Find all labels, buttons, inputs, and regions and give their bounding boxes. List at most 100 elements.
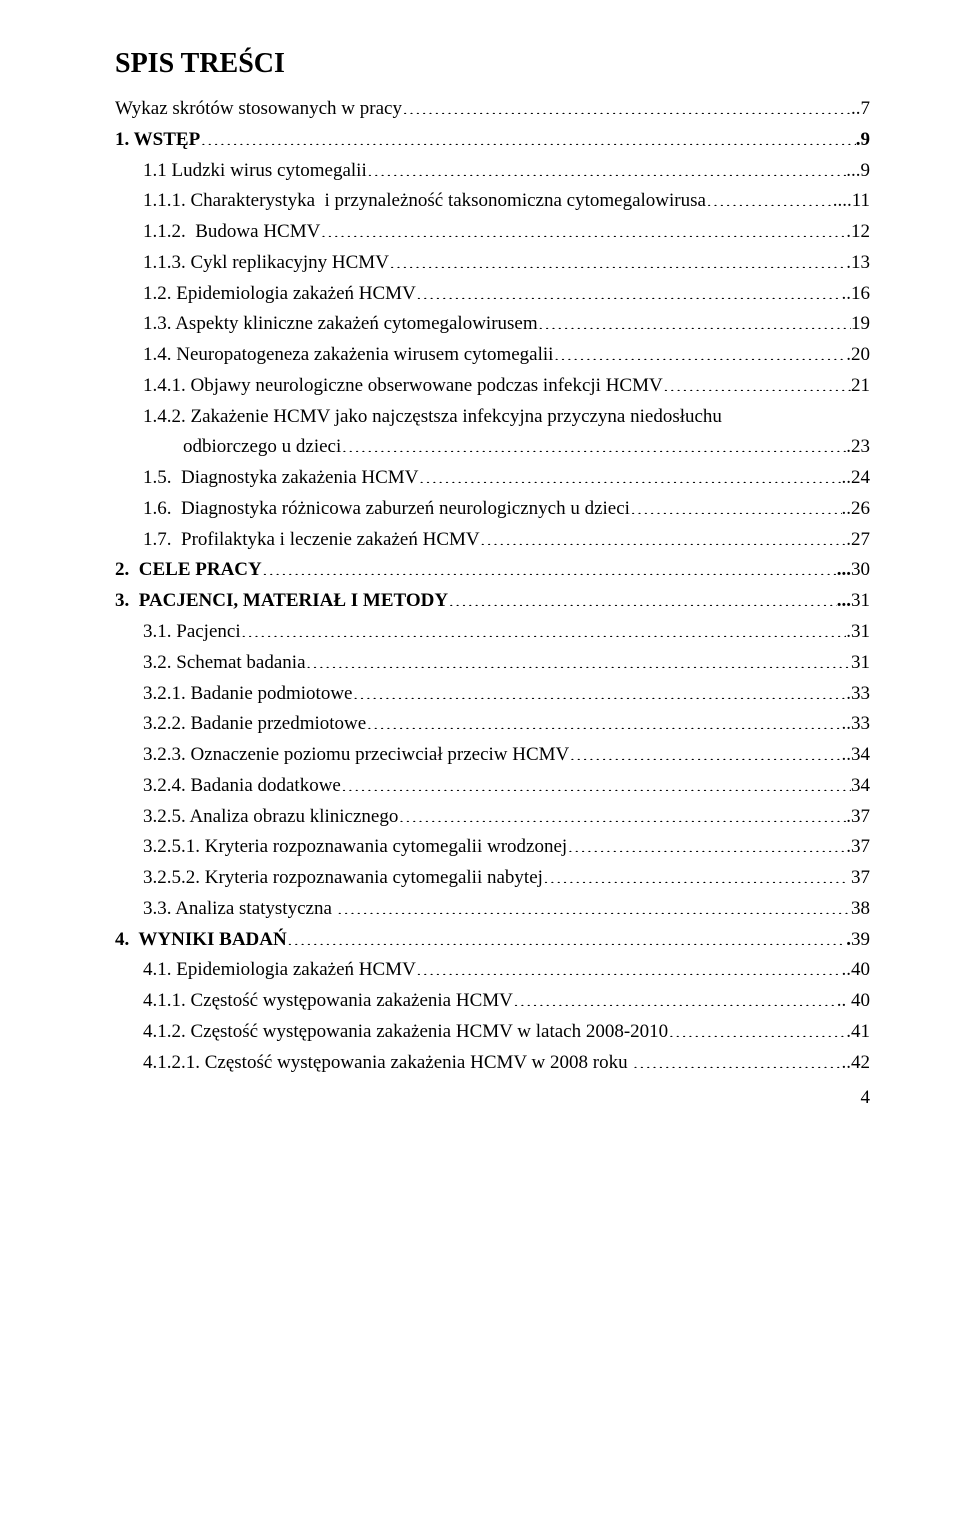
toc-entry-label: 3.2.5. Analiza obrazu klinicznego xyxy=(143,802,398,833)
toc-entry: 4. WYNIKI BADAŃ.39 xyxy=(115,925,870,956)
toc-entry: 3.2.5.1. Kryteria rozpoznawania cytomega… xyxy=(115,832,870,863)
toc-entry-page-suffix: 30 xyxy=(851,555,870,586)
toc-entry-page: .20 xyxy=(846,340,870,371)
toc-entry: 1.6. Diagnostyka różnicowa zaburzeń neur… xyxy=(115,494,870,525)
toc-entry: 1.4. Neuropatogeneza zakażenia wirusem c… xyxy=(115,340,870,371)
toc-entry: 4.1.2. Częstość występowania zakażenia H… xyxy=(115,1017,870,1048)
toc-entry-label: odbiorczego u dzieci xyxy=(183,432,341,463)
toc-entry-page: .41 xyxy=(846,1017,870,1048)
toc-entry-page: 19 xyxy=(851,309,870,340)
toc-entry: 3.2.5.2. Kryteria rozpoznawania cytomega… xyxy=(115,863,870,894)
toc-entry-page: ..26 xyxy=(842,494,871,525)
toc-entry-page: 31 xyxy=(851,648,870,679)
toc-entry-page: 34 xyxy=(851,771,870,802)
toc-entry: 1.1 Ludzki wirus cytomegalii...9 xyxy=(115,156,870,187)
toc-entry-page: ..7 xyxy=(851,94,870,125)
toc-entry-label: 1.1.2. Budowa HCMV xyxy=(143,217,320,248)
toc-entry-label: 1.7. Profilaktyka i leczenie zakażeń HCM… xyxy=(143,525,480,556)
toc-entry-label: 3.2.5.1. Kryteria rozpoznawania cytomega… xyxy=(143,832,567,863)
toc-leader xyxy=(630,495,842,514)
toc-entry-page: 21 xyxy=(851,371,870,402)
toc-entry: 3.1. Pacjenci.31 xyxy=(115,617,870,648)
toc-entry-page: ..34 xyxy=(842,740,871,771)
toc-entry-label: 1.1 Ludzki wirus cytomegalii xyxy=(143,156,367,187)
toc-leader xyxy=(538,310,851,329)
toc-leader xyxy=(241,618,847,637)
toc-leader xyxy=(341,433,846,452)
toc-entry-page: .33 xyxy=(846,679,870,710)
toc-entry-label: 4.1.1. Częstość występowania zakażenia H… xyxy=(143,986,513,1017)
toc-entry-page: ....11 xyxy=(833,186,870,217)
toc-entry-label: 3.2.1. Badanie podmiotowe xyxy=(143,679,353,710)
toc-entry-label: 1.1.3. Cykl replikacyjny HCMV xyxy=(143,248,389,279)
toc-entry: 3.2.5. Analiza obrazu klinicznego.37 xyxy=(115,802,870,833)
toc-entry: 1.1.1. Charakterystyka i przynależność t… xyxy=(115,186,870,217)
toc-leader xyxy=(341,772,851,791)
toc-entry-page: ... xyxy=(837,586,851,617)
toc-entry-label: 4. WYNIKI BADAŃ xyxy=(115,925,287,956)
toc-entry-label: 1.4. Neuropatogeneza zakażenia wirusem c… xyxy=(143,340,553,371)
toc-leader xyxy=(663,372,851,391)
toc-leader xyxy=(418,464,841,483)
toc-entry-page-suffix: 31 xyxy=(851,586,870,617)
toc-leader xyxy=(353,680,847,699)
toc-entry-label: 4.1.2. Częstość występowania zakażenia H… xyxy=(143,1017,668,1048)
toc-leader xyxy=(200,126,856,145)
toc-entry-page: 37 xyxy=(846,863,870,894)
toc-leader xyxy=(553,341,846,360)
toc-entry-label: 3.2.2. Badanie przedmiotowe xyxy=(143,709,366,740)
toc-leader xyxy=(480,526,847,545)
toc-entry: 4.1.1. Częstość występowania zakażenia H… xyxy=(115,986,870,1017)
toc-leader xyxy=(543,864,846,883)
toc-entry-label: 3.1. Pacjenci xyxy=(143,617,241,648)
toc-entry: 1.1.3. Cykl replikacyjny HCMV .13 xyxy=(115,248,870,279)
toc-entry-page: .27 xyxy=(846,525,870,556)
toc-entry-continuation: odbiorczego u dzieci .23 xyxy=(115,432,870,463)
document-title: SPIS TREŚCI xyxy=(115,48,870,80)
toc-leader xyxy=(416,956,842,975)
toc-entry-page: .23 xyxy=(846,432,870,463)
toc-entry-page: ..24 xyxy=(842,463,871,494)
toc-entry-page: ..16 xyxy=(842,279,871,310)
toc-leader xyxy=(398,803,846,822)
toc-entry: 3.2.4. Badania dodatkowe34 xyxy=(115,771,870,802)
toc-entry-label: 4.1.2.1. Częstość występowania zakażenia… xyxy=(143,1048,632,1079)
toc-entry-page: .. 40 xyxy=(837,986,870,1017)
toc-leader xyxy=(287,926,847,945)
toc-entry: 1.7. Profilaktyka i leczenie zakażeń HCM… xyxy=(115,525,870,556)
toc-entry-page: .37 xyxy=(846,832,870,863)
toc-leader xyxy=(389,249,846,268)
toc-entry-label: 1.4.2. Zakażenie HCMV jako najczęstsza i… xyxy=(143,402,722,433)
toc-entry-label: 3.2. Schemat badania xyxy=(143,648,306,679)
toc-entry-page: ... xyxy=(837,555,851,586)
toc-entry: 3.2.2. Badanie przedmiotowe..33 xyxy=(115,709,870,740)
toc-entry: 1.5. Diagnostyka zakażenia HCMV..24 xyxy=(115,463,870,494)
toc-entry-page: ..42 xyxy=(842,1048,871,1079)
toc-entry-label: 3.3. Analiza statystyczna xyxy=(143,894,337,925)
toc-entry: 3.2.1. Badanie podmiotowe .33 xyxy=(115,679,870,710)
toc-leader xyxy=(320,218,846,237)
toc-entry: 1. WSTĘP.9 xyxy=(115,125,870,156)
toc-entry: 1.4.2. Zakażenie HCMV jako najczęstsza i… xyxy=(115,402,870,433)
table-of-contents: Wykaz skrótów stosowanych w pracy ..71. W… xyxy=(115,94,870,1079)
toc-entry: 4.1. Epidemiologia zakażeń HCMV..40 xyxy=(115,955,870,986)
toc-leader xyxy=(306,649,851,668)
toc-entry: 3. PACJENCI, MATERIAŁ I METODY...31 xyxy=(115,586,870,617)
toc-entry: 3.2. Schemat badania 31 xyxy=(115,648,870,679)
toc-leader xyxy=(366,710,841,729)
toc-entry-page: .13 xyxy=(846,248,870,279)
toc-leader xyxy=(448,587,837,606)
toc-entry: 3.2.3. Oznaczenie poziomu przeciwciał pr… xyxy=(115,740,870,771)
toc-entry: 4.1.2.1. Częstość występowania zakażenia… xyxy=(115,1048,870,1079)
toc-entry-page: ..40 xyxy=(842,955,871,986)
toc-leader xyxy=(402,95,851,114)
toc-entry-label: 1.1.1. Charakterystyka i przynależność t… xyxy=(143,186,706,217)
toc-entry-page-suffix: 39 xyxy=(851,925,870,956)
toc-entry: Wykaz skrótów stosowanych w pracy ..7 xyxy=(115,94,870,125)
toc-entry: 1.1.2. Budowa HCMV .12 xyxy=(115,217,870,248)
toc-entry-label: 1.2. Epidemiologia zakażeń HCMV xyxy=(143,279,416,310)
toc-entry-label: Wykaz skrótów stosowanych w pracy xyxy=(115,94,402,125)
toc-entry-page: .12 xyxy=(846,217,870,248)
toc-entry: 1.4.1. Objawy neurologiczne obserwowane … xyxy=(115,371,870,402)
toc-leader xyxy=(337,895,851,914)
